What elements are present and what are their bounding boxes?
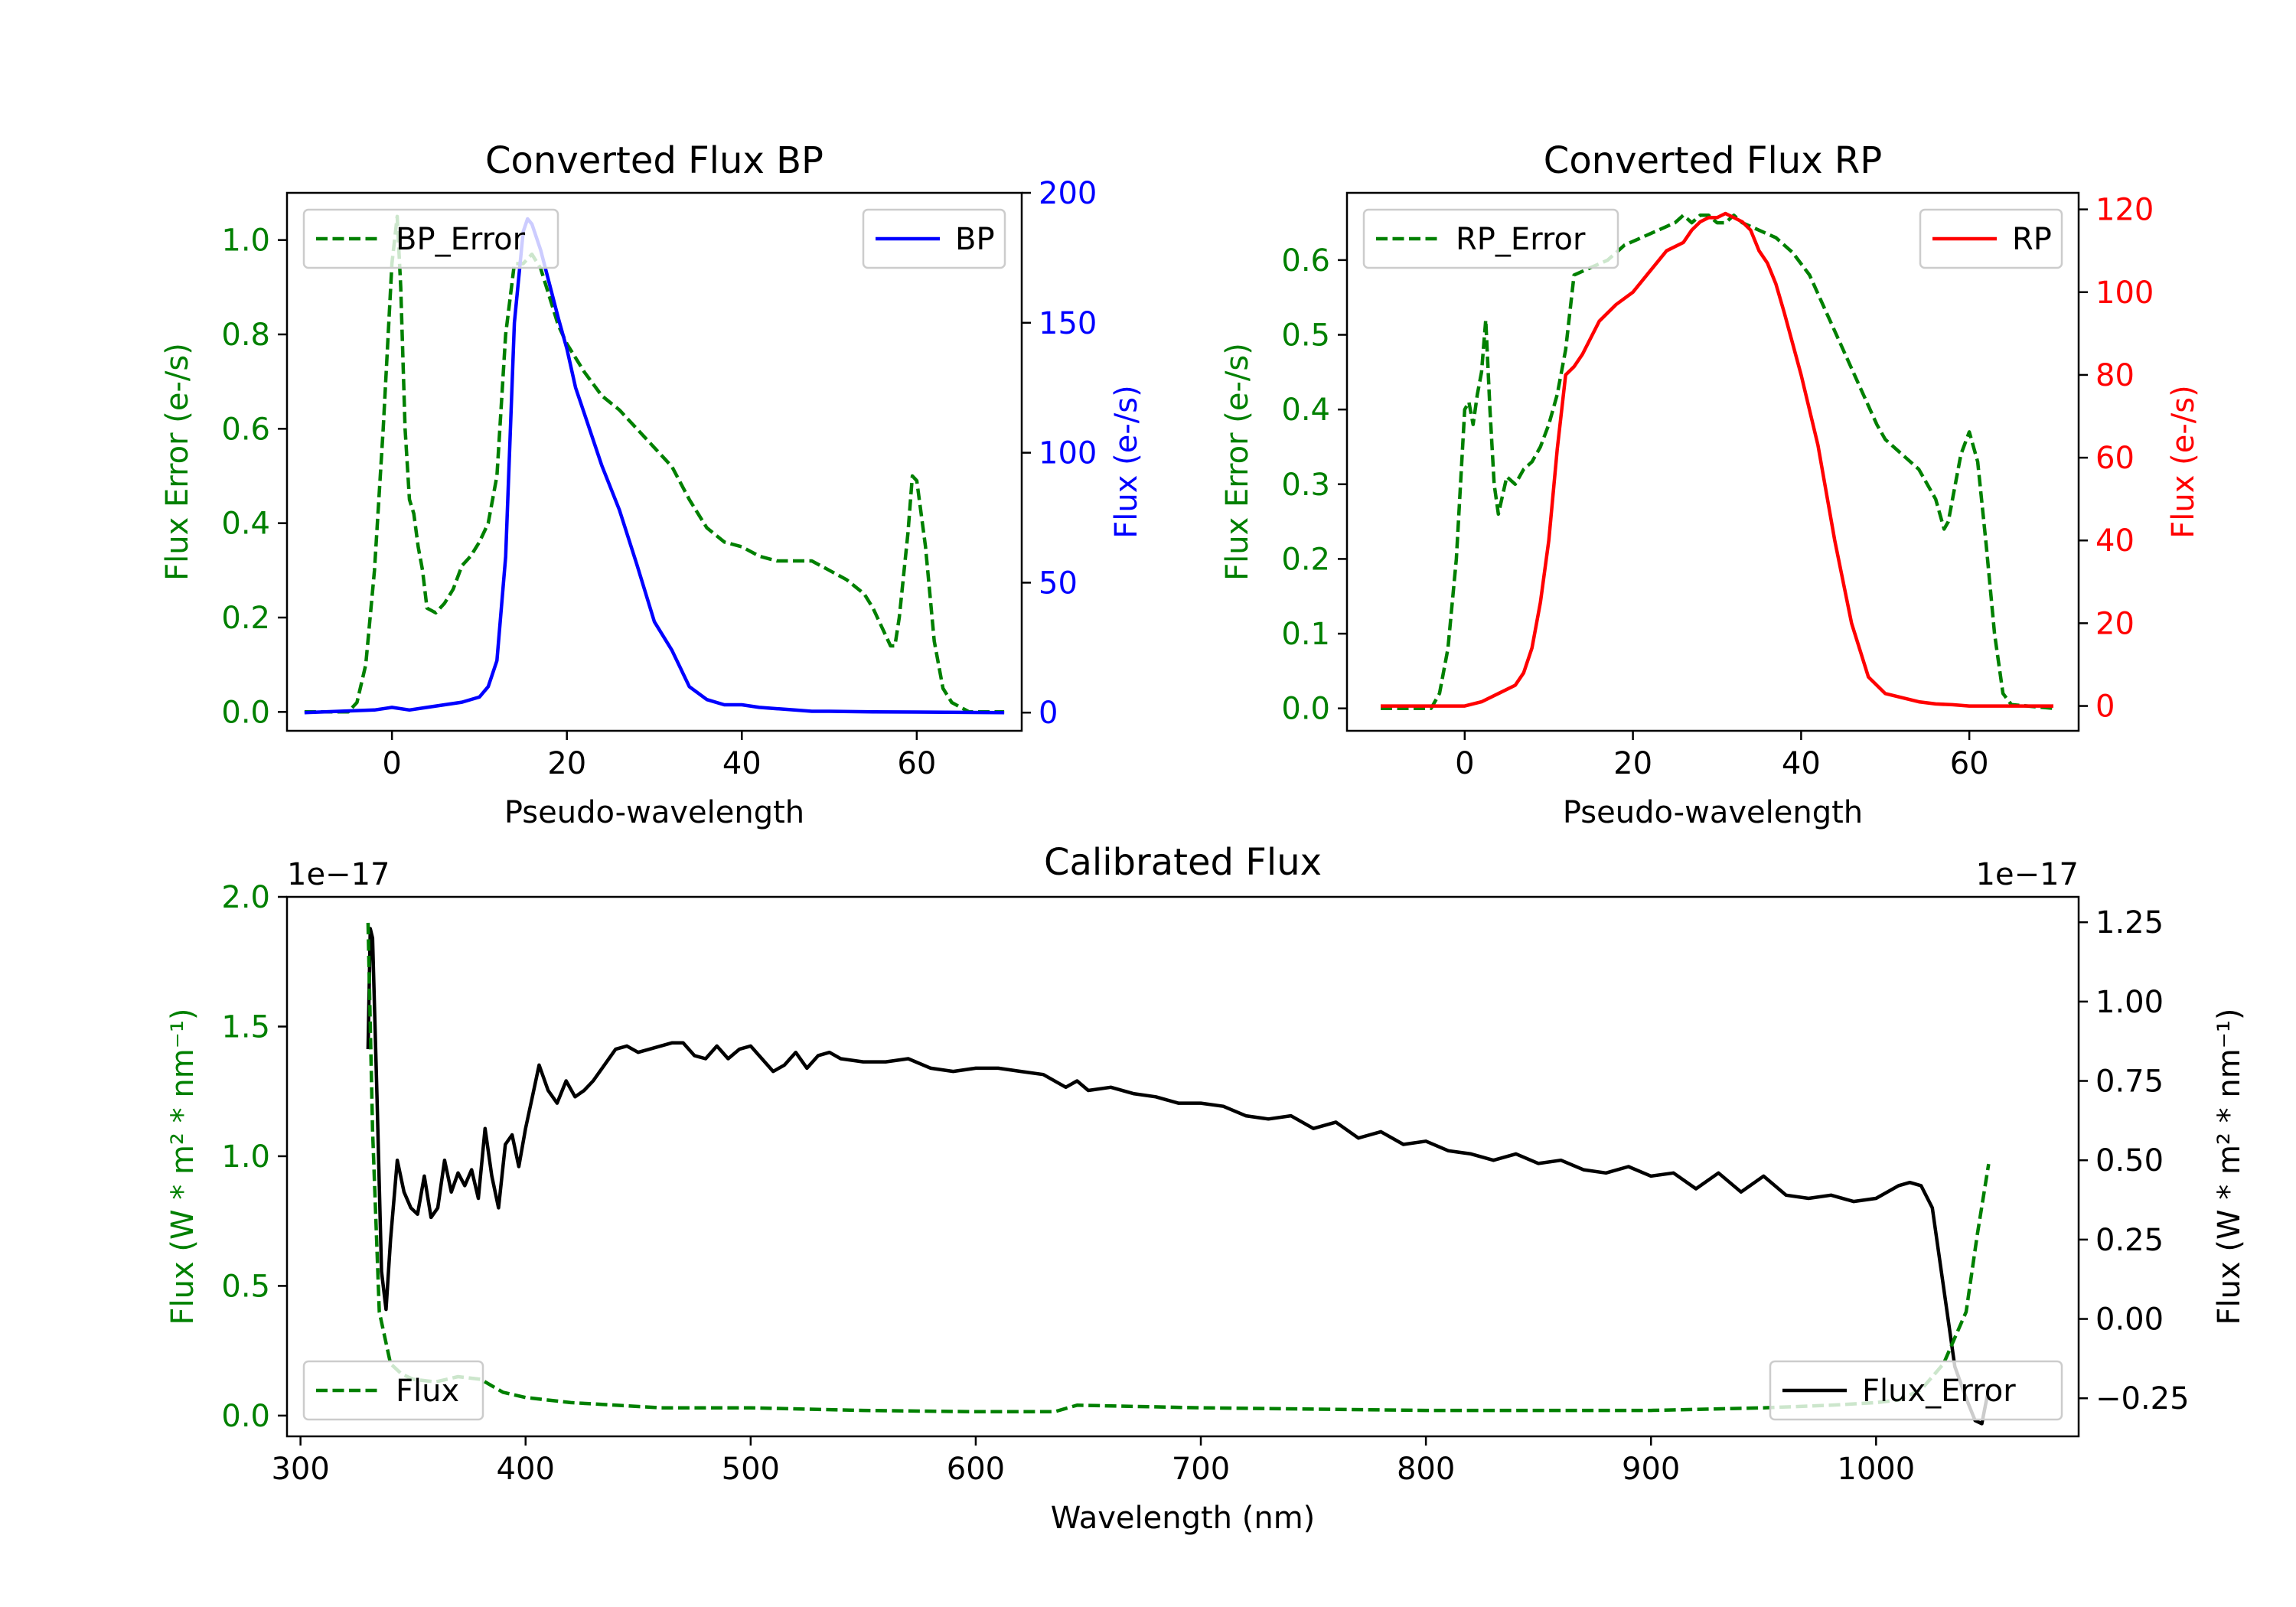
y-left-tick-label: 1.0 xyxy=(221,1139,270,1175)
chart-title: Calibrated Flux xyxy=(1044,841,1322,884)
series-line-bp xyxy=(304,217,1005,715)
calibrated-flux-chart: 300 400 500 600 700 800 900 1000 0.0 0.5 1.0 1.5 2.0… xyxy=(165,841,2247,1536)
y-left-tick-label: 0.1 xyxy=(1281,617,1330,652)
legend-label: BP xyxy=(955,222,995,257)
y-right-tick-label: 1.00 xyxy=(2095,985,2164,1020)
x-tick-label: 60 xyxy=(1950,746,1989,781)
y-left-tick-label: 0.5 xyxy=(1281,318,1330,354)
x-tick-label: 40 xyxy=(722,746,762,781)
y-left-tick-label: 0.0 xyxy=(221,1399,270,1434)
y-right-tick-label: 100 xyxy=(1039,436,1097,471)
chart-title: Converted Flux BP xyxy=(485,139,823,182)
series-line-flux xyxy=(366,927,1991,1426)
y-right-tick-label: 50 xyxy=(1039,566,1078,601)
x-axis-label: Pseudo-wavelength xyxy=(504,795,804,830)
y-right-tick-label: 60 xyxy=(2095,441,2135,476)
y-left-tick-label: 0.4 xyxy=(1281,393,1330,428)
y-left-axis-label: Flux Error (e-/s) xyxy=(1220,343,1255,581)
chart-title: Converted Flux RP xyxy=(1544,139,1882,182)
y-right-tick-label: 0.00 xyxy=(2095,1302,2164,1338)
y-right-tick-label: 0.75 xyxy=(2095,1064,2164,1100)
y-left-offset-text: 1e−17 xyxy=(287,857,390,892)
x-tick-label: 20 xyxy=(547,746,586,781)
legend-flux-error: Flux xyxy=(302,1360,484,1421)
legend-bp-error: BP_Error xyxy=(302,208,559,269)
y-right-tick-label: 1.25 xyxy=(2095,905,2164,940)
y-right-axis-label: Flux (e-/s) xyxy=(2166,385,2201,538)
legend-box xyxy=(1769,1360,2063,1421)
y-left-tick-label: 0.0 xyxy=(221,695,270,730)
x-tick-label: 500 xyxy=(722,1452,780,1487)
x-tick-label: 700 xyxy=(1172,1452,1230,1487)
legend-box xyxy=(302,1360,484,1421)
y-left-tick-label: 1.5 xyxy=(221,1009,270,1045)
y-right-tick-label: 40 xyxy=(2095,523,2135,559)
y-left-tick-label: 0.6 xyxy=(221,412,270,447)
rp-chart: 0 20 40 60 0.0 0.1 0.2 0.3 0.4 0.5 0.6 0 20 40 60 80 100… xyxy=(1220,139,2201,830)
x-tick-label: 400 xyxy=(497,1452,555,1487)
legend-label: BP_Error xyxy=(396,222,526,257)
y-right-tick-label: 120 xyxy=(2095,193,2154,228)
y-left-tick-label: 0.2 xyxy=(1281,542,1330,577)
legend-label: RP_Error xyxy=(1456,222,1586,257)
legend-rp-error: RP_Error xyxy=(1362,208,1619,269)
series-line-rp xyxy=(1381,211,2053,708)
legend-box xyxy=(302,208,559,269)
x-tick-label: 40 xyxy=(1782,746,1821,781)
legend-flux: Flux_Error xyxy=(1769,1360,2063,1421)
plot-frame xyxy=(1345,191,2080,732)
bp-chart: 0 20 40 60 0.0 0.2 0.4 0.6 0.8 1.0 0 50 100 150 200 Con… xyxy=(160,139,1144,830)
x-tick-label: 1000 xyxy=(1837,1452,1915,1487)
y-left-tick-label: 0.0 xyxy=(1281,692,1330,727)
x-tick-label: 0 xyxy=(382,746,401,781)
x-axis-label: Wavelength (nm) xyxy=(1051,1501,1316,1536)
x-tick-label: 800 xyxy=(1397,1452,1455,1487)
y-right-tick-label: 80 xyxy=(2095,358,2135,393)
y-left-tick-label: 0.4 xyxy=(221,507,270,542)
x-tick-label: 0 xyxy=(1455,746,1474,781)
y-left-tick-label: 0.8 xyxy=(221,318,270,353)
y-right-tick-label: 20 xyxy=(2095,606,2135,641)
x-tick-label: 20 xyxy=(1613,746,1652,781)
x-tick-label: 900 xyxy=(1622,1452,1680,1487)
y-left-tick-label: 0.5 xyxy=(221,1269,270,1304)
y-left-tick-label: 0.6 xyxy=(1281,243,1330,279)
legend-rp: RP xyxy=(1919,208,2063,269)
x-axis-label: Pseudo-wavelength xyxy=(1563,795,1863,830)
y-right-tick-label: 0.25 xyxy=(2095,1223,2164,1258)
plot-frame xyxy=(285,895,2080,1438)
y-left-axis-label: Flux (W * m² * nm⁻¹) xyxy=(165,1009,201,1325)
x-tick-label: 60 xyxy=(897,746,936,781)
y-right-tick-label: 0 xyxy=(1039,696,1058,731)
legend-label: RP xyxy=(2012,222,2052,257)
y-left-tick-label: 1.0 xyxy=(221,223,270,259)
x-tick-label: 300 xyxy=(271,1452,329,1487)
y-left-tick-label: 0.3 xyxy=(1281,468,1330,503)
y-right-tick-label: 150 xyxy=(1039,306,1097,341)
legend-box xyxy=(1362,208,1619,269)
y-right-tick-label: 100 xyxy=(2095,275,2154,311)
y-right-tick-label: 0 xyxy=(2095,689,2115,725)
y-right-offset-text: 1e−17 xyxy=(1976,857,2079,892)
y-right-tick-label: 200 xyxy=(1039,176,1097,211)
y-right-tick-label: 0.50 xyxy=(2095,1143,2164,1178)
y-right-axis-label: Flux (W * m² * nm⁻¹) xyxy=(2212,1009,2247,1325)
y-left-tick-label: 0.2 xyxy=(221,601,270,636)
legend-label: Flux xyxy=(396,1374,459,1409)
y-right-axis-label: Flux (e-/s) xyxy=(1109,385,1144,538)
plot-frame xyxy=(285,191,1023,732)
legend-label: Flux_Error xyxy=(1862,1374,2016,1409)
legend-bp: BP xyxy=(862,208,1006,269)
x-tick-label: 600 xyxy=(947,1452,1005,1487)
y-right-tick-label: −0.25 xyxy=(2095,1381,2190,1416)
y-left-axis-label: Flux Error (e-/s) xyxy=(160,343,195,581)
series-line-bp-error xyxy=(304,214,1005,714)
y-left-tick-label: 2.0 xyxy=(221,880,270,915)
series-line-rp-error xyxy=(1381,214,2054,710)
